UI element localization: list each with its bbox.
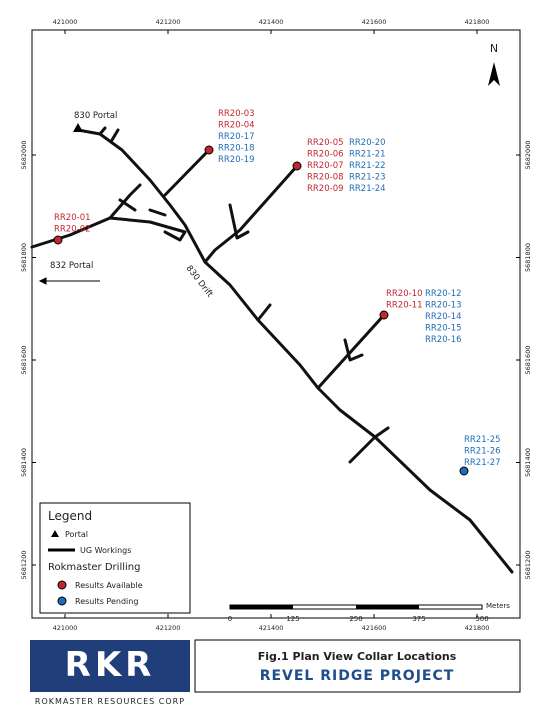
logo: [30, 640, 190, 692]
figure-title: Fig.1 Plan View Collar Locations: [258, 650, 457, 663]
drill-hole-label: RR20-11: [386, 301, 423, 311]
legend-portal-icon: [51, 530, 59, 537]
drill-hole-label: RR20-20: [349, 138, 386, 148]
portal-arrow: [38, 277, 100, 285]
drill-hole-label: RR20-19: [218, 155, 255, 165]
x-coord-label: 421800: [465, 624, 490, 632]
scale-label: 375: [412, 615, 425, 623]
legend-pending-icon: [57, 596, 67, 606]
collar: [204, 145, 214, 155]
north-label: N: [490, 42, 498, 55]
x-coord-label: 421600: [362, 18, 387, 26]
legend-text: UG Workings: [80, 546, 131, 555]
drill-hole-label: RR20-05: [307, 138, 344, 148]
x-coord-label: 421000: [53, 624, 78, 632]
legend-subtitle: Rokmaster Drilling: [48, 562, 140, 573]
y-coord-label: 5681200: [20, 551, 28, 580]
collar: [459, 466, 469, 476]
legend: Legend Portal UG Workings Rokmaster Dril…: [39, 502, 191, 614]
drill-hole-label: RR21-21: [349, 150, 386, 160]
logo-mark: RKR: [65, 645, 156, 685]
x-coord-label: 421400: [259, 18, 284, 26]
x-coord-label: 421600: [362, 624, 387, 632]
scale-label: 500: [475, 615, 488, 623]
scale-label: 0: [228, 615, 232, 623]
drill-hole-label: RR20-02: [54, 225, 91, 235]
drill-hole-label: RR21-24: [349, 184, 386, 194]
drill-hole-label: RR21-27: [464, 458, 501, 468]
y-coord-label: 5682000: [20, 141, 28, 170]
scale-unit: Meters: [486, 602, 510, 610]
scale-label: 250: [349, 615, 362, 623]
y-coord-label: 5681800: [20, 243, 28, 272]
drill-hole-label: RR20-14: [425, 312, 462, 322]
portal-icon: [73, 123, 83, 132]
project-title: REVEL RIDGE PROJECT: [260, 668, 455, 684]
drill-hole-label: RR20-07: [307, 161, 344, 171]
drill-hole-label: RR20-12: [425, 289, 462, 299]
legend-box: [39, 502, 191, 614]
drill-hole-label: RR20-15: [425, 324, 462, 334]
collar: [53, 235, 63, 245]
company-name: ROKMASTER RESOURCES CORP: [35, 697, 185, 706]
y-coord-label: 5681400: [20, 448, 28, 477]
drill-hole-label: RR20-04: [218, 121, 255, 131]
x-coord-label: 421200: [156, 624, 181, 632]
ug-workings: [30, 126, 514, 574]
drill-hole-label: RR21-26: [464, 447, 501, 457]
drill-hole-label: RR20-01: [54, 213, 91, 223]
scale-segment: [230, 605, 293, 609]
x-coord-label: 421200: [156, 18, 181, 26]
scale-label: 125: [286, 615, 299, 623]
collar: [379, 310, 389, 320]
drill-hole-label: RR20-17: [218, 132, 255, 142]
drill-hole-label: RR20-08: [307, 173, 344, 183]
drill-hole-label: RR20-16: [425, 335, 462, 345]
drill-hole-label: RR21-22: [349, 161, 386, 171]
portal-label: 830 Portal: [74, 111, 117, 121]
y-coord-label: 5681800: [524, 243, 532, 272]
drill-hole-label: RR20-13: [425, 301, 462, 311]
drill-hole-label: RR20-03: [218, 109, 255, 119]
x-coord-label: 421400: [259, 624, 284, 632]
y-coord-label: 5681400: [524, 448, 532, 477]
drill-hole-label: RR20-09: [307, 184, 344, 194]
legend-available-icon: [57, 580, 67, 590]
y-coord-label: 5681200: [524, 551, 532, 580]
y-coord-label: 5682000: [524, 141, 532, 170]
y-coord-label: 5681600: [524, 346, 532, 375]
legend-text: Results Pending: [75, 597, 138, 606]
collar: [292, 161, 302, 171]
drill-hole-label: RR20-06: [307, 150, 344, 160]
scale-segment: [356, 605, 419, 609]
drill-hole-label: RR20-18: [218, 144, 255, 154]
legend-title: Legend: [48, 509, 92, 523]
legend-text: Portal: [65, 530, 88, 539]
drill-hole-label: RR21-23: [349, 173, 386, 183]
legend-text: Results Available: [75, 581, 143, 590]
x-coord-label: 421800: [465, 18, 490, 26]
x-coord-label: 421000: [53, 18, 78, 26]
north-arrow: [488, 62, 500, 86]
portal-label: 832 Portal: [50, 261, 93, 271]
drill-hole-label: RR21-25: [464, 435, 501, 445]
title-block: [194, 639, 521, 693]
drill-hole-label: RR20-10: [386, 289, 423, 299]
y-coord-label: 5681600: [20, 346, 28, 375]
